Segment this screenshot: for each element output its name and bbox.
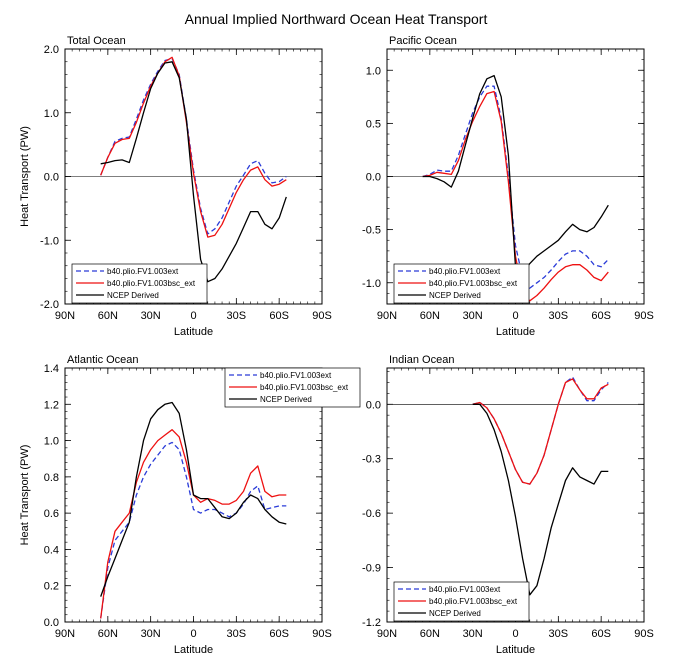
- plot-frame: [64, 367, 323, 623]
- legend-entry: b40.plio.FV1.003bsc_ext: [107, 279, 196, 288]
- y-tick-label: -0.6: [362, 508, 381, 520]
- y-tick-label: 2.0: [44, 44, 59, 56]
- series-line: [472, 376, 609, 485]
- plot-frame: [386, 367, 645, 623]
- legend: b40.plio.FV1.003ext b40.plio.FV1.003bsc_e…: [224, 367, 361, 408]
- chart-panel: Atlantic Ocean 90N 60N 30N 0 30S 60S 90S 0.0 0.2 0…: [19, 354, 361, 656]
- y-tick-label: -0.5: [362, 225, 381, 237]
- series-line: [100, 56, 287, 238]
- x-tick-label: 90N: [377, 310, 397, 322]
- x-axis-label: Latitude: [496, 326, 535, 338]
- legend: b40.plio.FV1.003ext b40.plio.FV1.003bsc_e…: [393, 581, 530, 622]
- plot-frame: [64, 48, 323, 305]
- x-tick-label: 90S: [312, 310, 332, 322]
- chart-panel: Indian Ocean 90N 60N 30N 0 30S 60S 90S -1.2 -0.9 -…: [362, 354, 654, 656]
- legend-entry: b40.plio.FV1.003ext: [429, 585, 501, 594]
- x-tick-label: 90S: [312, 628, 332, 640]
- legend: b40.plio.FV1.003ext b40.plio.FV1.003bsc_e…: [71, 263, 208, 304]
- y-tick-label: 1.4: [44, 363, 59, 375]
- legend-entry: b40.plio.FV1.003bsc_ext: [260, 383, 349, 392]
- y-tick-label: 0.8: [44, 472, 59, 484]
- x-axis-label: Latitude: [174, 326, 213, 338]
- y-tick-label: -1.0: [40, 235, 59, 247]
- legend: b40.plio.FV1.003ext b40.plio.FV1.003bsc_e…: [393, 263, 530, 304]
- x-tick-label: 60N: [420, 628, 440, 640]
- y-tick-label: -0.9: [362, 563, 381, 575]
- legend-entry: b40.plio.FV1.003ext: [107, 267, 179, 276]
- series-line: [422, 90, 609, 302]
- panel-title: Pacific Ocean: [389, 35, 457, 47]
- y-tick-label: 0.0: [44, 617, 59, 629]
- x-tick-label: 30N: [141, 628, 161, 640]
- y-tick-label: 0.0: [44, 172, 59, 184]
- x-tick-label: 60N: [420, 310, 440, 322]
- y-tick-label: -1.0: [362, 278, 381, 290]
- y-axis-label: Heat Transport (PW): [19, 126, 31, 227]
- x-axis-label: Latitude: [496, 644, 535, 656]
- x-tick-label: 0: [512, 310, 518, 322]
- x-tick-label: 60S: [269, 310, 289, 322]
- x-tick-label: 60S: [591, 628, 611, 640]
- y-tick-label: 0.0: [366, 172, 381, 184]
- legend-entry: b40.plio.FV1.003bsc_ext: [429, 597, 518, 606]
- x-tick-label: 60N: [98, 310, 118, 322]
- y-tick-label: 0.0: [366, 399, 381, 411]
- panel-title: Atlantic Ocean: [67, 354, 139, 366]
- legend-entry: NCEP Derived: [260, 395, 312, 404]
- y-tick-label: 0.6: [44, 508, 59, 520]
- plot-frame: [386, 48, 645, 305]
- legend-entry: NCEP Derived: [107, 291, 159, 300]
- y-tick-label: 0.5: [366, 118, 381, 130]
- x-tick-label: 60S: [269, 628, 289, 640]
- y-tick-label: 0.2: [44, 581, 59, 593]
- legend-entry: NCEP Derived: [429, 609, 481, 618]
- x-tick-label: 90N: [377, 628, 397, 640]
- x-tick-label: 30N: [141, 310, 161, 322]
- series-line: [100, 401, 287, 597]
- legend-entry: b40.plio.FV1.003ext: [260, 371, 332, 380]
- x-tick-label: 30S: [549, 628, 569, 640]
- x-tick-label: 0: [190, 310, 196, 322]
- y-tick-label: -0.3: [362, 454, 381, 466]
- x-axis-label: Latitude: [174, 644, 213, 656]
- x-tick-label: 90S: [634, 628, 654, 640]
- legend-entry: b40.plio.FV1.003ext: [429, 267, 501, 276]
- legend-entry: b40.plio.FV1.003bsc_ext: [429, 279, 518, 288]
- chart-panel: Pacific Ocean 90N 60N 30N 0 30S 60S 90S -1.0 -0.5…: [362, 35, 654, 338]
- x-tick-label: 90N: [55, 310, 75, 322]
- x-tick-label: 0: [190, 628, 196, 640]
- x-tick-label: 30S: [227, 628, 247, 640]
- series-line: [100, 57, 287, 235]
- panel-title: Total Ocean: [67, 35, 126, 47]
- series-line: [472, 378, 609, 485]
- y-tick-label: 1.0: [366, 65, 381, 77]
- series-line: [100, 441, 287, 619]
- series-line: [422, 85, 609, 289]
- legend-entry: NCEP Derived: [429, 291, 481, 300]
- y-tick-label: -1.2: [362, 617, 381, 629]
- y-axis-label: Heat Transport (PW): [19, 445, 31, 546]
- y-tick-label: 1.2: [44, 399, 59, 411]
- series-line: [100, 61, 287, 283]
- x-tick-label: 60N: [98, 628, 118, 640]
- x-tick-label: 0: [512, 628, 518, 640]
- series-line: [472, 403, 609, 596]
- y-tick-label: 0.4: [44, 544, 59, 556]
- chart-panel: Total Ocean 90N 60N 30N 0 30S 60S 90S -2.0 -1.0 0.…: [19, 35, 332, 338]
- x-tick-label: 30N: [463, 310, 483, 322]
- x-tick-label: 30S: [227, 310, 247, 322]
- y-tick-label: 1.0: [44, 108, 59, 120]
- x-tick-label: 30N: [463, 628, 483, 640]
- y-tick-label: 1.0: [44, 436, 59, 448]
- figure-title: Annual Implied Northward Ocean Heat Tran…: [185, 11, 488, 27]
- panel-title: Indian Ocean: [389, 354, 454, 366]
- x-tick-label: 90S: [634, 310, 654, 322]
- x-tick-label: 30S: [549, 310, 569, 322]
- x-tick-label: 90N: [55, 628, 75, 640]
- panels: Total Ocean 90N 60N 30N 0 30S 60S 90S -2.0 -1.0 0.…: [19, 35, 654, 656]
- x-tick-label: 60S: [591, 310, 611, 322]
- y-tick-label: -2.0: [40, 299, 59, 311]
